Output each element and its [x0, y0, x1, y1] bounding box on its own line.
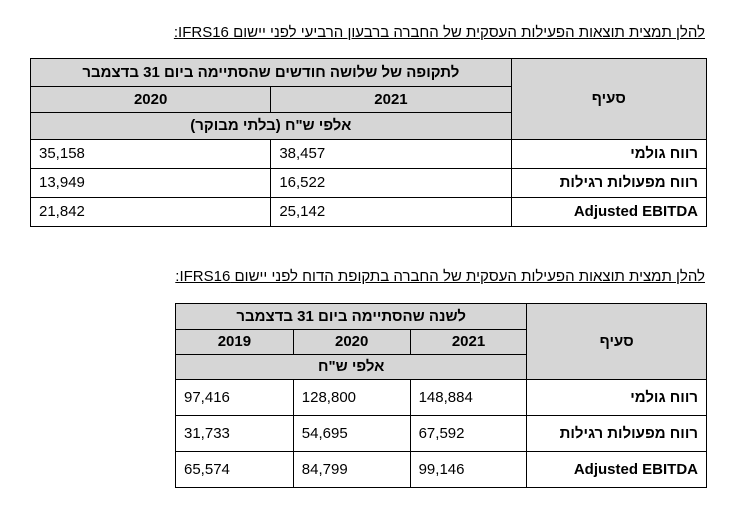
row-label: Adjusted EBITDA	[526, 451, 707, 488]
quarterly-results-table: סעיף לתקופה של שלושה חודשים שהסתיימה ביו…	[29, 58, 708, 227]
row-label: Adjusted EBITDA	[510, 197, 708, 227]
table-row: רווח מפעולות רגילות 16,522 13,949	[29, 168, 708, 198]
cell-value: 67,592	[409, 415, 528, 452]
table-row: רווח גולמי 38,457 35,158	[29, 139, 708, 169]
table-row: Adjusted EBITDA 99,146 84,799 65,574	[175, 451, 707, 488]
cell-value: 25,142	[270, 197, 512, 227]
cell-value: 84,799	[292, 451, 411, 488]
year-header: 2021	[270, 86, 512, 113]
unit-header: אלפי ש"ח (בלתי מבוקר)	[30, 112, 512, 140]
cell-value: 97,416	[175, 379, 294, 416]
cell-value: 38,457	[270, 139, 512, 169]
cell-value: 148,884	[409, 379, 528, 416]
year-header: 2019	[175, 329, 294, 355]
table-row: Adjusted EBITDA 25,142 21,842	[29, 197, 708, 227]
row-label: רווח מפעולות רגילות	[510, 168, 708, 198]
row-label: רווח מפעולות רגילות	[526, 415, 707, 452]
table-row: רווח מפעולות רגילות 67,592 54,695 31,733	[175, 415, 707, 452]
row-label: רווח גולמי	[526, 379, 707, 416]
period-header: לשנה שהסתיימה ביום 31 בדצמבר	[174, 303, 528, 330]
row-header: סעיף	[510, 58, 708, 140]
year-header: 2020	[292, 329, 411, 355]
annual-results-table: סעיף לשנה שהסתיימה ביום 31 בדצמבר 2021 2…	[174, 303, 707, 488]
cell-value: 13,949	[29, 168, 272, 198]
unit-header: אלפי ש"ח	[174, 354, 528, 380]
table-row: רווח גולמי 148,884 128,800 97,416	[175, 379, 707, 416]
cell-value: 35,158	[29, 139, 272, 169]
cell-value: 99,146	[409, 451, 528, 488]
cell-value: 21,842	[29, 197, 272, 227]
table2-caption: להלן תמצית תוצאות הפעילות העסקית של החבר…	[175, 268, 705, 285]
table1-caption: להלן תמצית תוצאות הפעילות העסקית של החבר…	[173, 24, 705, 41]
cell-value: 54,695	[292, 415, 411, 452]
year-header: 2020	[29, 86, 272, 113]
cell-value: 128,800	[292, 379, 411, 416]
year-header: 2021	[409, 329, 528, 355]
row-header: סעיף	[526, 303, 707, 380]
cell-value: 31,733	[175, 415, 294, 452]
period-header: לתקופה של שלושה חודשים שהסתיימה ביום 31 …	[30, 58, 512, 87]
row-label: רווח גולמי	[510, 139, 708, 169]
cell-value: 65,574	[175, 451, 294, 488]
cell-value: 16,522	[270, 168, 512, 198]
